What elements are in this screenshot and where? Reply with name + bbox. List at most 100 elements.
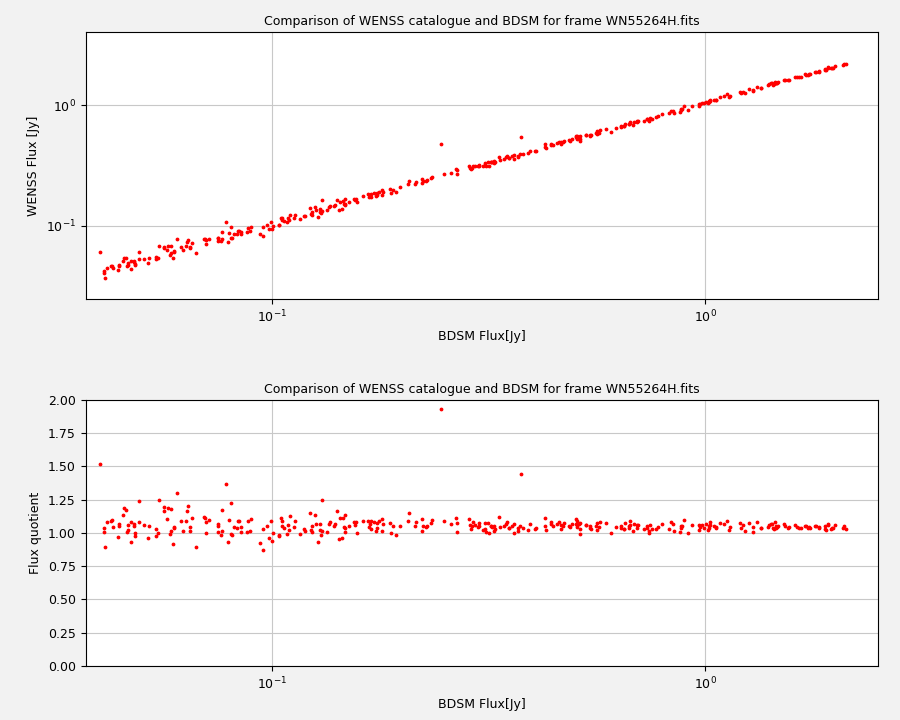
Point (527, 523, 542, 535)
Point (104, 515, 118, 526)
Point (338, 509, 353, 521)
Point (93, 458, 107, 469)
Point (593, 125, 608, 136)
Point (224, 529, 238, 541)
Point (292, 213, 307, 225)
Point (768, 76, 782, 87)
Point (199, 527, 213, 539)
Point (572, 132, 586, 143)
Point (256, 222, 270, 233)
Point (159, 513, 174, 525)
Point (674, 104, 688, 115)
Point (211, 235, 225, 247)
Point (332, 534, 347, 545)
Point (370, 189, 384, 200)
Point (211, 233, 225, 244)
Point (631, 115, 645, 127)
Point (582, 130, 597, 141)
Point (393, 181, 408, 193)
Point (692, 99, 706, 110)
Point (199, 235, 213, 246)
Point (223, 233, 238, 244)
Point (510, 150, 525, 161)
Point (734, 87, 749, 99)
Point (164, 504, 178, 516)
Point (100, 516, 114, 528)
Point (557, 518, 572, 529)
Point (505, 150, 519, 162)
Point (329, 505, 344, 517)
Point (128, 258, 142, 270)
Point (769, 78, 783, 89)
Point (812, 522, 826, 534)
Point (771, 76, 786, 88)
Point (556, 137, 571, 148)
Point (132, 253, 147, 265)
Point (511, 151, 526, 163)
Point (818, 523, 832, 535)
Point (769, 522, 783, 534)
Point (122, 524, 136, 536)
Point (152, 495, 166, 506)
Point (793, 71, 807, 82)
Point (472, 520, 486, 531)
Point (112, 518, 127, 530)
Point (369, 190, 383, 202)
Point (825, 523, 840, 534)
Point (408, 178, 422, 189)
Point (265, 223, 279, 235)
Point (655, 108, 670, 120)
Point (164, 525, 178, 536)
Point (735, 519, 750, 531)
Point (590, 128, 605, 140)
Point (97, 522, 112, 534)
Point (651, 110, 665, 122)
Point (735, 86, 750, 97)
Point (322, 200, 337, 212)
Point (347, 516, 362, 528)
Point (767, 523, 781, 535)
Point (123, 536, 138, 547)
Point (562, 521, 577, 532)
Point (552, 516, 566, 527)
Point (538, 521, 553, 532)
Point (131, 246, 146, 258)
Point (450, 168, 464, 180)
Point (761, 521, 776, 533)
Point (770, 77, 784, 89)
Point (481, 156, 495, 168)
Point (666, 105, 680, 117)
Point (651, 521, 665, 533)
Point (123, 256, 138, 267)
Point (637, 523, 652, 535)
Point (424, 517, 438, 528)
Point (419, 174, 434, 186)
Point (401, 178, 416, 189)
Point (416, 176, 430, 187)
Point (256, 523, 270, 535)
Point (311, 536, 326, 548)
Point (589, 520, 603, 531)
Point (335, 532, 349, 544)
Point (572, 517, 587, 528)
Point (722, 91, 736, 103)
Point (297, 526, 311, 537)
Point (761, 78, 776, 90)
Point (363, 189, 377, 201)
Point (415, 173, 429, 184)
Point (243, 513, 257, 525)
Point (158, 502, 172, 513)
Point (554, 138, 568, 150)
Point (544, 138, 558, 150)
Point (375, 189, 390, 200)
Point (839, 523, 853, 534)
Point (554, 137, 568, 148)
Point (723, 90, 737, 102)
Point (384, 527, 399, 539)
Point (507, 518, 521, 530)
Point (643, 519, 657, 531)
Point (121, 519, 135, 531)
Point (828, 519, 842, 531)
Point (256, 544, 270, 556)
Point (554, 523, 568, 534)
